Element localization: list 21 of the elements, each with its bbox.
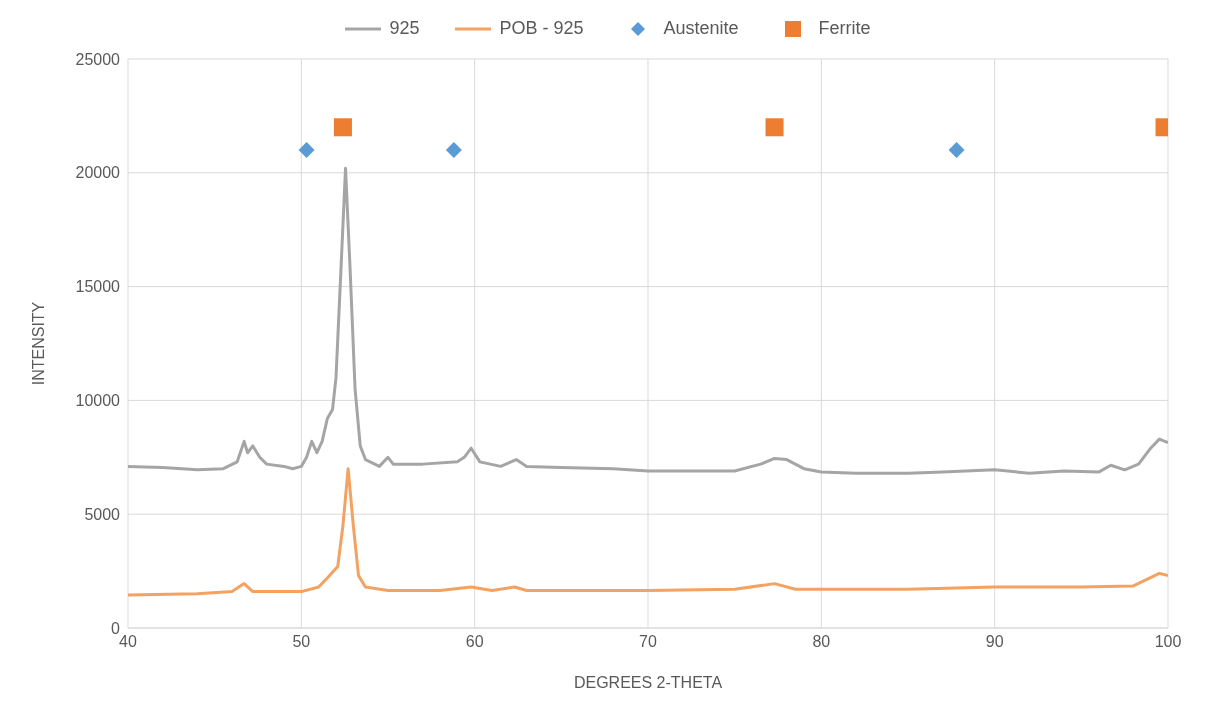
- y-tick-label: 15000: [75, 278, 121, 296]
- legend-label: Ferrite: [817, 18, 871, 39]
- line-series: [128, 467, 1168, 597]
- y-tick-label: 10000: [75, 392, 121, 410]
- legend-label: 925: [388, 18, 420, 39]
- x-tick-label: 40: [119, 633, 137, 651]
- line-series: [128, 166, 1168, 475]
- x-tick-label: 80: [812, 633, 831, 651]
- legend-label: Austenite: [662, 18, 739, 39]
- y-tick-label: 20000: [75, 164, 121, 182]
- y-axis-title: INTENSITY: [29, 301, 47, 386]
- y-tick-label: 0: [111, 619, 121, 637]
- y-tick-label: 25000: [75, 50, 121, 68]
- legend-label: POB - 925: [498, 18, 584, 39]
- y-tick-label: 5000: [84, 505, 121, 523]
- x-axis-title: DEGREES 2-THETA: [573, 674, 723, 691]
- x-tick-label: 100: [1154, 633, 1182, 651]
- x-tick-label: 90: [985, 633, 1004, 651]
- x-tick-label: 50: [292, 633, 311, 651]
- x-tick-label: 60: [465, 633, 484, 651]
- x-tick-label: 70: [639, 633, 657, 651]
